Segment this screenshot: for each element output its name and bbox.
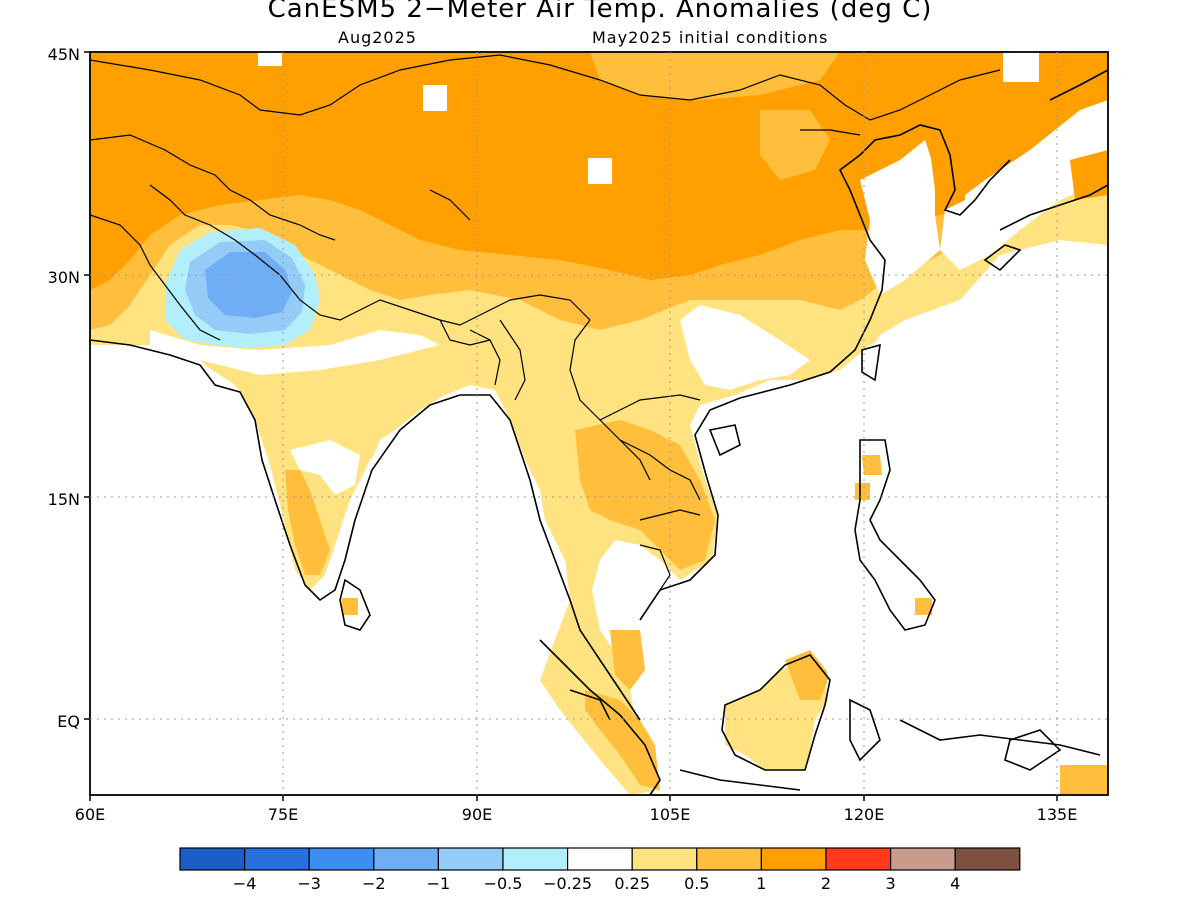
china-neutral-zone xyxy=(680,305,810,390)
lon-label-135e: 135E xyxy=(1037,805,1078,824)
malay-warm xyxy=(610,630,645,690)
colorbar-label: 3 xyxy=(886,874,896,893)
missing-cell xyxy=(258,52,282,66)
coastlines xyxy=(90,69,1108,795)
philippines-warm-2 xyxy=(855,483,870,500)
colorbar-label: 1 xyxy=(756,874,766,893)
map-title: CanESM5 2−Meter Air Temp. Anomalies (deg… xyxy=(267,0,933,24)
colorbar-swatch xyxy=(179,847,246,871)
forecast-month: Aug2025 xyxy=(338,28,417,47)
sumatra-warm xyxy=(585,690,660,790)
colorbar-label: 2 xyxy=(821,874,831,893)
colorbar-label: 4 xyxy=(950,874,960,893)
map-field xyxy=(90,52,1108,795)
lat-label-30n: 30N xyxy=(48,268,80,287)
lon-label-75e: 75E xyxy=(268,805,298,824)
colorbar-swatch xyxy=(308,847,375,871)
colorbar-label: −1 xyxy=(427,874,451,893)
colorbar-swatch xyxy=(502,847,569,871)
map-frame xyxy=(89,51,1109,796)
korea-warm xyxy=(930,145,965,210)
colorbar-swatch xyxy=(244,847,310,871)
warm-patch-mongolia xyxy=(760,110,830,180)
colorbar-label: −0.5 xyxy=(484,874,523,893)
colorbar-swatch xyxy=(954,847,1021,871)
colorbar-swatch xyxy=(825,847,892,871)
initial-conditions: May2025 initial conditions xyxy=(592,28,829,47)
sea-of-japan xyxy=(940,100,1108,270)
gridlines xyxy=(90,52,1108,795)
colorbar-label: −4 xyxy=(233,874,257,893)
missing-cell xyxy=(1003,52,1039,82)
yellow-sea xyxy=(860,140,940,295)
colorbar-swatch xyxy=(889,847,956,871)
colorbar-label: 0.5 xyxy=(684,874,709,893)
srilanka-warm xyxy=(342,598,358,615)
warm-patch-north xyxy=(590,52,840,100)
borneo-warm xyxy=(785,650,830,700)
colorbar-label: 0.25 xyxy=(614,874,650,893)
colorbar-swatch xyxy=(696,847,762,871)
lat-label-45n: 45N xyxy=(48,45,80,64)
country-borders xyxy=(90,54,1001,591)
missing-cell xyxy=(423,85,447,111)
south-china-sea xyxy=(640,330,1108,760)
bay-of-bengal xyxy=(90,395,555,795)
colorbar-swatch xyxy=(760,847,827,871)
missing-cell xyxy=(588,158,612,184)
png-warm xyxy=(1060,765,1108,795)
tick-marks xyxy=(84,51,1058,801)
arabian-sea xyxy=(90,345,310,610)
mindanao-warm xyxy=(915,598,932,615)
colorbar-label: −0.25 xyxy=(543,874,592,893)
south-india-warm xyxy=(285,470,330,575)
lon-label-90e: 90E xyxy=(462,805,492,824)
lon-label-105e: 105E xyxy=(650,805,691,824)
japan-warm xyxy=(1070,150,1108,200)
colorbar: −4 −3 −2 −1 −0.5 −0.25 0.25 0.5 1 2 3 4 xyxy=(179,847,1021,893)
lon-label-60e: 60E xyxy=(75,805,105,824)
colorbar-label: −2 xyxy=(362,874,386,893)
cold-anomaly-core xyxy=(205,252,292,318)
lon-label-120e: 120E xyxy=(844,805,885,824)
colorbar-swatch xyxy=(631,847,698,871)
northindia-neutral-zone xyxy=(150,330,440,375)
indochina-warm xyxy=(575,420,715,570)
colorbar-swatch xyxy=(437,847,504,871)
lat-label-15n: 15N xyxy=(48,490,80,509)
philippines-warm xyxy=(862,455,882,475)
india-neutral-zone xyxy=(290,440,360,495)
lat-label-eq: EQ xyxy=(57,712,80,731)
colorbar-label: −3 xyxy=(297,874,321,893)
colorbar-swatch xyxy=(373,847,439,871)
colorbar-swatch xyxy=(566,847,633,871)
